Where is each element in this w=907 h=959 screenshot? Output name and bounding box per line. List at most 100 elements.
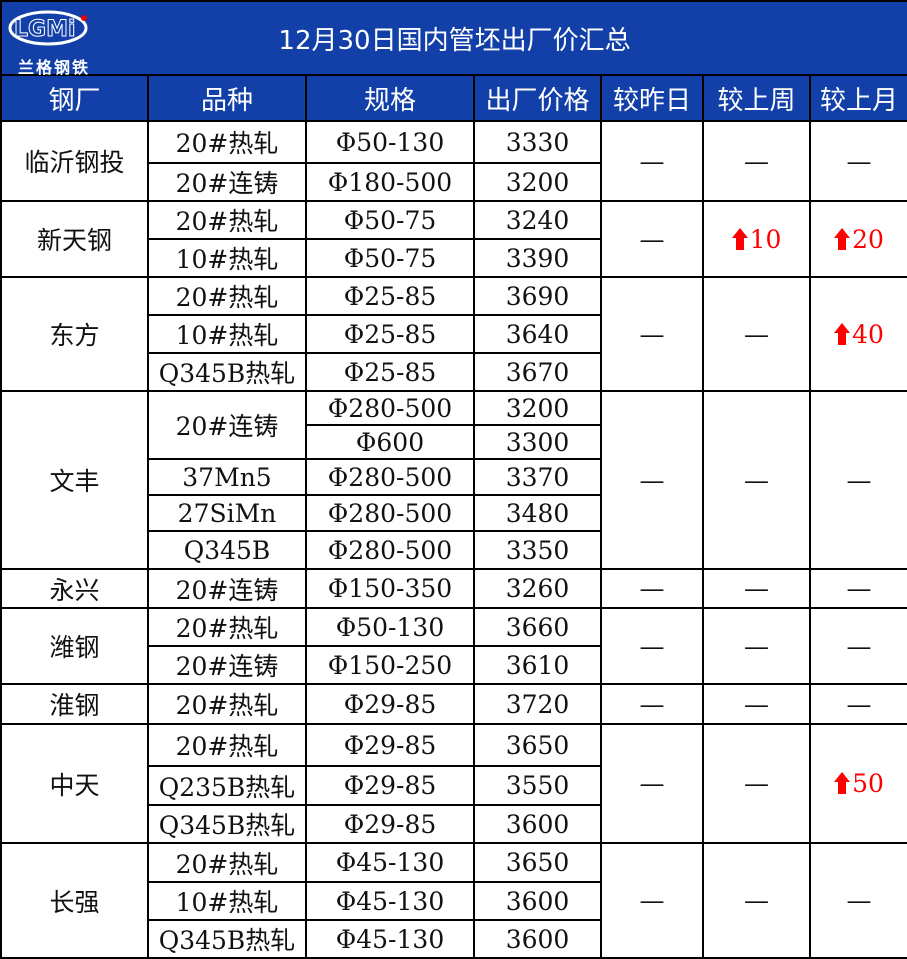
variety-cell: Q345B热轧 bbox=[147, 352, 307, 392]
spec-cell: Φ150-250 bbox=[305, 645, 475, 685]
spec-cell: Φ280-500 bbox=[305, 390, 475, 426]
header-vs-yesterday: 较昨日 bbox=[600, 74, 704, 122]
spec-cell: Φ600 bbox=[305, 424, 475, 460]
variety-cell: 20#热轧 bbox=[147, 723, 307, 767]
change-vs-last-month: — bbox=[808, 568, 907, 609]
up-arrow-icon bbox=[834, 322, 851, 345]
variety-cell: 10#热轧 bbox=[147, 314, 307, 354]
change-value: 40 bbox=[852, 319, 884, 349]
spec-cell: Φ45-130 bbox=[305, 881, 475, 921]
change-vs-last-week: — bbox=[702, 607, 811, 685]
header-price: 出厂价格 bbox=[473, 74, 602, 122]
header-spec: 规格 bbox=[305, 74, 475, 122]
change-vs-yesterday: — bbox=[600, 390, 704, 570]
spec-cell: Φ45-130 bbox=[305, 842, 475, 883]
table-row: Q345B热轧 Φ29-85 3600 bbox=[1, 804, 907, 844]
lgmi-logo: LGMi 兰格钢铁 bbox=[6, 6, 96, 77]
mill-cell: 淮钢 bbox=[0, 683, 149, 725]
price-cell: 3650 bbox=[473, 723, 602, 767]
variety-cell: 20#热轧 bbox=[147, 683, 307, 725]
up-arrow-icon bbox=[834, 227, 851, 250]
variety-cell: 20#热轧 bbox=[147, 200, 307, 240]
spec-cell: Φ50-75 bbox=[305, 200, 475, 240]
price-cell: 3600 bbox=[473, 881, 602, 921]
change-vs-last-month: — bbox=[808, 842, 907, 959]
price-cell: 3480 bbox=[473, 494, 602, 532]
table-row: 27SiMn Φ280-500 3480 bbox=[1, 494, 907, 532]
table-row: 长强 20#热轧 Φ45-130 3650— — — bbox=[0, 842, 907, 959]
table-row: 10#热轧 Φ50-75 3390 bbox=[1, 238, 907, 278]
variety-cell: 20#热轧 bbox=[147, 276, 307, 316]
change-vs-last-week: — bbox=[702, 276, 811, 392]
spec-cell: Φ50-75 bbox=[305, 238, 475, 278]
change-vs-last-month: — bbox=[808, 120, 907, 202]
change-value: 10 bbox=[749, 224, 782, 254]
change-vs-last-week: — bbox=[702, 683, 811, 725]
table-row: 潍钢 20#热轧 Φ50-130 3660— — — bbox=[0, 607, 907, 685]
header-mill: 钢厂 bbox=[0, 74, 149, 122]
change-vs-yesterday: — bbox=[600, 683, 704, 725]
change-vs-last-month: — bbox=[808, 390, 907, 570]
spec-cell: Φ29-85 bbox=[305, 804, 475, 844]
spec-cell: Φ280-500 bbox=[305, 494, 475, 532]
title-row: LGMi 兰格钢铁 12月30日国内管坯出厂价汇总 bbox=[0, 0, 907, 77]
variety-cell: 20#连铸 bbox=[147, 390, 307, 460]
header-variety: 品种 bbox=[147, 74, 307, 122]
change-vs-last-week: — bbox=[702, 390, 811, 570]
price-cell: 3240 bbox=[473, 200, 602, 240]
spec-cell: Φ45-130 bbox=[305, 919, 475, 959]
change-vs-yesterday: — bbox=[600, 568, 704, 609]
mill-cell: 潍钢 bbox=[0, 607, 149, 685]
price-cell: 3260 bbox=[473, 568, 602, 609]
price-cell: 3720 bbox=[473, 683, 602, 725]
change-vs-last-week: — bbox=[702, 568, 811, 609]
price-cell: 3390 bbox=[473, 238, 602, 278]
svg-text:LGMi: LGMi bbox=[14, 17, 76, 42]
spec-cell: Φ280-500 bbox=[305, 458, 475, 496]
table-row: 20#连铸 Φ180-500 3200 bbox=[1, 162, 907, 202]
price-cell: 3610 bbox=[473, 645, 602, 685]
price-cell: 3670 bbox=[473, 352, 602, 392]
spec-cell: Φ29-85 bbox=[305, 683, 475, 725]
spec-cell: Φ29-85 bbox=[305, 723, 475, 767]
table-row: 文丰 20#连铸 Φ280-500 3200— — — bbox=[0, 390, 907, 570]
variety-cell: Q235B热轧 bbox=[147, 765, 307, 806]
change-vs-yesterday: — bbox=[600, 607, 704, 685]
price-cell: 3350 bbox=[473, 530, 602, 570]
spec-cell: Φ50-130 bbox=[305, 120, 475, 164]
spec-cell: Φ25-85 bbox=[305, 314, 475, 354]
spec-cell: Φ280-500 bbox=[305, 530, 475, 570]
mill-cell: 永兴 bbox=[0, 568, 149, 609]
mill-cell: 临沂钢投 bbox=[0, 120, 149, 202]
variety-cell: 27SiMn bbox=[147, 494, 307, 532]
variety-cell: Q345B热轧 bbox=[147, 919, 307, 959]
logo-name: 兰格钢铁 bbox=[18, 58, 91, 77]
change-vs-last-week: — bbox=[702, 842, 811, 959]
header-row: 钢厂 品种 规格 出厂价格 较昨日 较上周 较上月 bbox=[0, 74, 907, 122]
up-arrow-icon bbox=[834, 772, 851, 794]
variety-cell: 20#热轧 bbox=[147, 607, 307, 647]
change-vs-last-month: 40 bbox=[808, 276, 907, 392]
table-row: 20#连铸 Φ150-250 3610 bbox=[1, 645, 907, 685]
spec-cell: Φ25-85 bbox=[305, 352, 475, 392]
spec-cell: Φ50-130 bbox=[305, 607, 475, 647]
variety-cell: Q345B热轧 bbox=[147, 804, 307, 844]
table-row: Q345B Φ280-500 3350 bbox=[1, 530, 907, 570]
variety-cell: 20#连铸 bbox=[147, 645, 307, 685]
header-vs-last-month: 较上月 bbox=[808, 74, 907, 122]
change-vs-yesterday: — bbox=[600, 723, 704, 844]
mill-cell: 中天 bbox=[0, 723, 149, 844]
table-row: 10#热轧 Φ45-130 3600 bbox=[1, 881, 907, 921]
change-vs-yesterday: — bbox=[600, 200, 704, 278]
spec-cell: Φ150-350 bbox=[305, 568, 475, 609]
change-vs-yesterday: — bbox=[600, 276, 704, 392]
table-row: 永兴 20#连铸 Φ150-350 3260— — — bbox=[0, 568, 907, 609]
variety-cell: 20#连铸 bbox=[147, 162, 307, 202]
mill-cell: 东方 bbox=[0, 276, 149, 392]
change-vs-last-week: 10 bbox=[702, 200, 811, 278]
variety-cell: Q345B bbox=[147, 530, 307, 570]
table-row: Q235B热轧 Φ29-85 3550 bbox=[1, 765, 907, 806]
title-cell: LGMi 兰格钢铁 12月30日国内管坯出厂价汇总 bbox=[0, 0, 907, 77]
change-vs-last-month: 20 bbox=[808, 200, 907, 278]
price-cell: 3200 bbox=[473, 390, 602, 426]
